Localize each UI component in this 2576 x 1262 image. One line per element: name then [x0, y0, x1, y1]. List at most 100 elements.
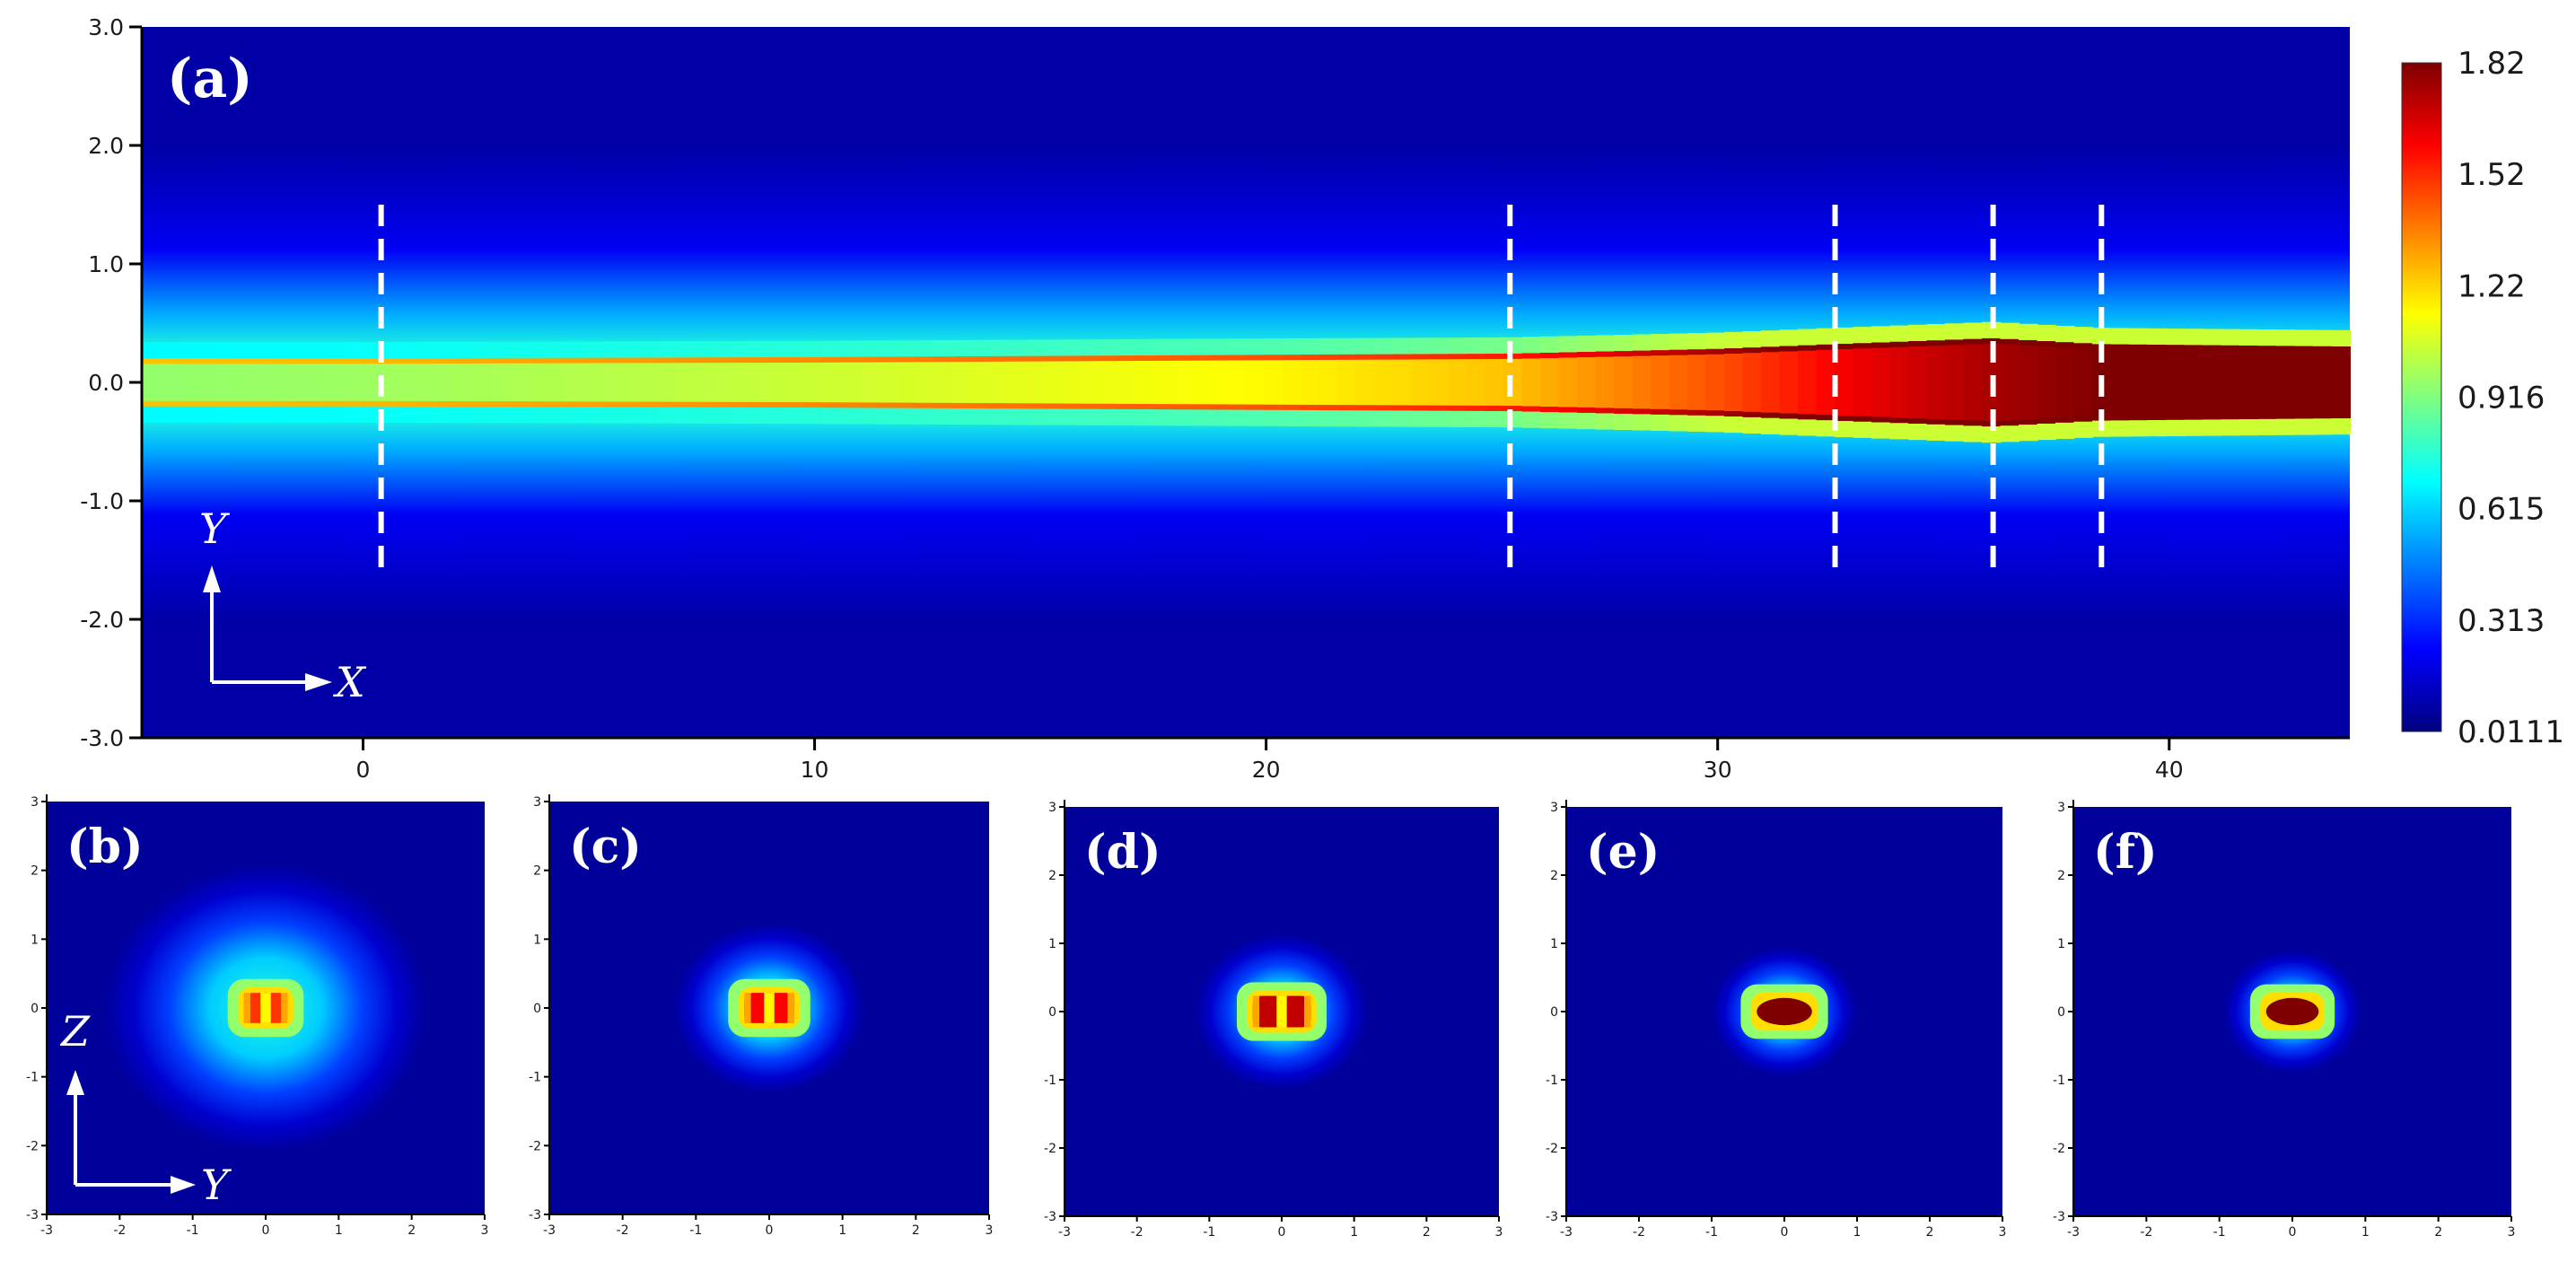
x-tick-label: 0 — [2289, 1225, 2297, 1240]
colorbar: 1.82 1.52 1.22 0.916 0.615 0.313 0.0111 — [2401, 46, 2564, 750]
y-tick-label: 1 — [1048, 937, 1056, 951]
x-tick-label: 1 — [1853, 1225, 1862, 1240]
y-tick-label: -3 — [26, 1208, 39, 1223]
colorbar-tick-label: 0.615 — [2458, 492, 2545, 528]
y-tick-label: 1 — [533, 933, 541, 947]
x-tick-label: -1 — [1705, 1225, 1718, 1240]
y-tick-label: 3 — [1048, 801, 1056, 815]
field-core-gap — [1276, 995, 1287, 1028]
y-tick-label: 0 — [31, 1002, 39, 1016]
x-tick-label: 20 — [1252, 757, 1281, 783]
y-tick-label: 1 — [2057, 937, 2065, 951]
x-tick-label: 0 — [1781, 1225, 1789, 1240]
colorbar-tick-label: 1.82 — [2458, 46, 2526, 82]
colorbar-tick-label: 1.22 — [2458, 268, 2526, 304]
y-tick-label: 3 — [1550, 801, 1558, 815]
y-tick-label: -2 — [1546, 1142, 1558, 1156]
x-tick-label: -1 — [2213, 1225, 2226, 1240]
colorbar-tick-label: 1.52 — [2458, 157, 2526, 193]
y-tick-label: 2 — [31, 864, 39, 879]
panel-a-axes: 3.0 2.0 1.0 0.0 -1.0 -2.0 -3.0 0 10 20 30 40 — [80, 14, 2350, 783]
x-tick-label: 2 — [407, 1223, 416, 1238]
panel-a-label: (a) — [167, 48, 253, 110]
y-tick-label: -2 — [1044, 1142, 1056, 1156]
y-arrow-label: Y — [199, 504, 231, 553]
x-tick-label: -1 — [187, 1223, 199, 1238]
slice-markers — [378, 205, 2105, 573]
y-tick-label: -3 — [2053, 1210, 2065, 1224]
panel-e-heatmap: (e) 3 2 1 0 -1 -2 -3-3 -2 -1 0 1 2 3 — [1546, 800, 2006, 1240]
x-tick-label: 3 — [2508, 1225, 2516, 1240]
x-tick-label: 1 — [335, 1223, 343, 1238]
y-tick-label: -1 — [2053, 1074, 2065, 1088]
field-core-gap — [764, 993, 775, 1023]
y-tick-label: -3 — [529, 1208, 541, 1223]
y-tick-label: 2.0 — [88, 133, 124, 159]
x-tick-label: 0 — [1278, 1225, 1286, 1240]
x-tick-label: -2 — [113, 1223, 126, 1238]
y-tick-label: 0.0 — [88, 370, 124, 396]
x-tick-label: 3 — [986, 1223, 994, 1238]
x-tick-label: -2 — [1131, 1225, 1143, 1240]
y-tick-label: -3 — [1044, 1210, 1056, 1224]
x-tick-label: 2 — [2434, 1225, 2442, 1240]
x-tick-label: -2 — [1633, 1225, 1645, 1240]
x-tick-label: 2 — [1423, 1225, 1431, 1240]
panel-label: (b) — [66, 819, 144, 874]
field-core — [2265, 997, 2319, 1026]
y-tick-label: 1 — [31, 933, 39, 947]
colorbar-ticks: 1.82 1.52 1.22 0.916 0.615 0.313 0.0111 — [2458, 46, 2564, 750]
x-tick-label: -1 — [1203, 1225, 1215, 1240]
x-tick-label: 1 — [1350, 1225, 1358, 1240]
x-tick-label: 40 — [2155, 757, 2184, 783]
y-arrow-label-b: Y — [201, 1161, 232, 1209]
y-tick-label: 2 — [1550, 869, 1558, 883]
y-tick-label: 2 — [1048, 869, 1056, 883]
y-tick-label: -2.0 — [80, 607, 124, 633]
y-tick-label: -1.0 — [80, 488, 124, 514]
y-tick-label: -2 — [2053, 1142, 2065, 1156]
x-tick-label: 3 — [481, 1223, 489, 1238]
colorbar-tick-label: 0.313 — [2458, 603, 2545, 639]
panel-a-heatmap: (a) Y X 3.0 2.0 1.0 0.0 -1.0 -2.0 -3.0 0 10 20 30 4… — [80, 14, 2351, 783]
colorbar-tick-label: 0.0111 — [2458, 714, 2564, 750]
y-tick-label: 1 — [1550, 937, 1558, 951]
z-arrow-label: Z — [59, 1007, 91, 1056]
panel-c-heatmap: (c) 3 2 1 0 -1 -2 -3-3 -2 -1 0 1 2 3 — [529, 794, 993, 1238]
x-tick-label: 30 — [1704, 757, 1732, 783]
y-tick-label: 3 — [533, 795, 541, 810]
panel-label: (f) — [2093, 825, 2158, 880]
y-tick-label: -1 — [1546, 1074, 1558, 1088]
x-tick-label: 1 — [2361, 1225, 2370, 1240]
x-tick-label: 3 — [1495, 1225, 1503, 1240]
x-tick-label: 2 — [912, 1223, 920, 1238]
panel-f-heatmap: (f) 3 2 1 0 -1 -2 -3-3 -2 -1 0 1 2 3 — [2053, 800, 2515, 1240]
beam-core — [142, 321, 2351, 443]
x-tick-label: -3 — [2067, 1225, 2080, 1240]
y-tick-label: -2 — [26, 1139, 39, 1153]
panel-label: (c) — [569, 819, 642, 874]
y-tick-label: 2 — [533, 864, 541, 879]
x-tick-label: 0 — [356, 757, 371, 783]
x-tick-label: 3 — [1999, 1225, 2007, 1240]
y-tick-label: -1 — [26, 1071, 39, 1085]
x-tick-label: -1 — [689, 1223, 702, 1238]
x-tick-label: 0 — [766, 1223, 774, 1238]
y-tick-label: -2 — [529, 1139, 541, 1153]
y-tick-label: -1 — [1044, 1074, 1056, 1088]
x-tick-label: 0 — [262, 1223, 270, 1238]
panel-label: (d) — [1084, 825, 1161, 880]
panel-label: (e) — [1586, 825, 1660, 880]
beam-field — [142, 145, 2351, 619]
y-tick-label: 0 — [1550, 1005, 1558, 1020]
field-core — [1757, 997, 1812, 1026]
y-tick-label: 0 — [2057, 1005, 2065, 1020]
y-tick-label: 0 — [1048, 1005, 1056, 1020]
x-tick-label: -2 — [617, 1223, 629, 1238]
x-tick-label: -3 — [1058, 1225, 1071, 1240]
x-tick-label: -2 — [2140, 1225, 2152, 1240]
colorbar-gradient — [2401, 62, 2442, 732]
y-tick-label: 1.0 — [88, 251, 124, 277]
